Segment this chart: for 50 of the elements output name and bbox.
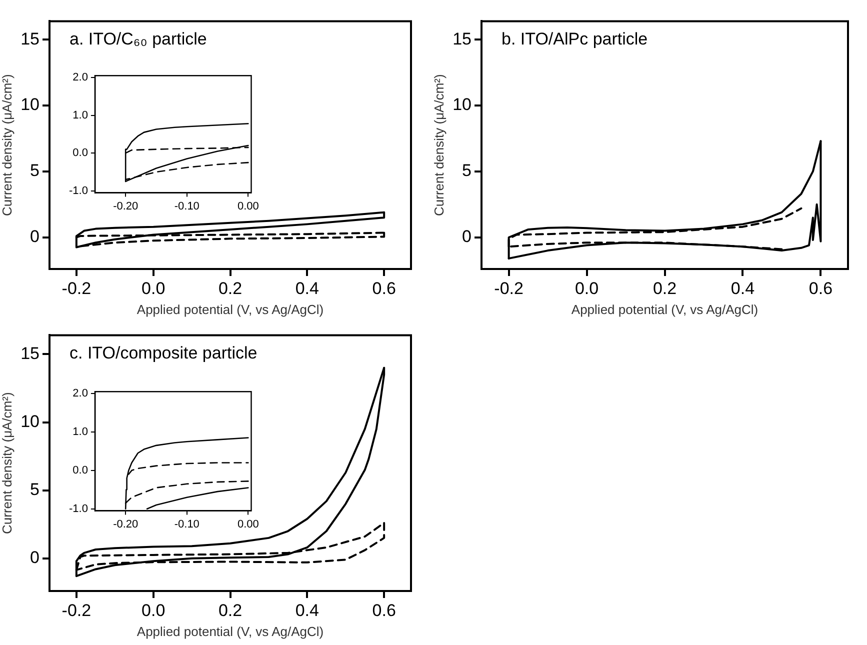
y-tick-label: 15 <box>20 344 40 363</box>
x-tick-label: -0.20 <box>113 518 138 530</box>
x-tick-label: 0.2 <box>652 278 677 298</box>
y-axis-title: Current density (μA/cm²) <box>0 392 14 534</box>
x-tick-label: -0.2 <box>62 600 92 620</box>
x-tick-label: 0.2 <box>218 278 242 298</box>
y-axis-title: Current density (μA/cm²) <box>0 74 14 216</box>
y-tick-label: -1.0 <box>68 502 88 515</box>
y-tick-label: 0 <box>30 548 40 568</box>
y-tick-label: 10 <box>20 412 40 431</box>
text: c. ITO/composite particle <box>70 343 258 362</box>
x-axis-title: Applied potential (V, vs Ag/AgCl) <box>136 624 324 639</box>
x-tick-label: 0.6 <box>808 278 833 298</box>
x-tick-label: 0.4 <box>730 278 755 298</box>
y-tick-label: 0 <box>462 227 472 246</box>
x-tick-label: 0.4 <box>295 600 319 620</box>
y-tick-label: 2.0 <box>72 388 88 400</box>
y-tick-label: 5 <box>30 161 40 180</box>
x-tick-label: -0.10 <box>174 200 200 212</box>
x-tick-label: -0.10 <box>174 518 200 530</box>
y-tick-label: 0.0 <box>72 464 88 476</box>
y-axis-title: Current density (μA/cm²) <box>431 74 446 216</box>
x-tick-label: -0.2 <box>494 278 524 298</box>
y-tick-label: 1.0 <box>72 109 88 122</box>
y-tick-label: 0 <box>30 227 40 246</box>
x-tick-label: 0.2 <box>218 600 242 620</box>
x-tick-label: 0.00 <box>237 200 259 212</box>
text: b. ITO/AlPc particle <box>502 29 648 48</box>
y-tick-label: 15 <box>20 29 40 48</box>
y-tick-label: -1.0 <box>68 184 88 197</box>
x-axis-title: Applied potential (V, vs Ag/AgCl) <box>571 302 758 317</box>
x-axis-title: Applied potential (V, vs Ag/AgCl) <box>136 302 324 317</box>
y-tick-label: 5 <box>462 161 472 180</box>
y-tick-label: 5 <box>30 480 40 499</box>
y-tick-label: 0.0 <box>72 147 88 160</box>
x-tick-label: 0.0 <box>142 600 166 620</box>
x-tick-label: 0.0 <box>142 278 166 298</box>
y-tick-label: 1.0 <box>72 426 88 438</box>
x-tick-label: 0.00 <box>237 518 259 530</box>
y-tick-label: 2.0 <box>72 72 88 84</box>
x-tick-label: -0.20 <box>113 200 138 212</box>
y-tick-label: 10 <box>452 95 472 114</box>
x-tick-label: 0.4 <box>295 278 319 298</box>
text: a. ITO/C₆₀ particle <box>70 29 207 48</box>
y-tick-label: 10 <box>20 95 40 114</box>
y-tick-label: 15 <box>452 29 472 48</box>
x-tick-label: -0.2 <box>62 278 92 298</box>
x-tick-label: 0.0 <box>574 278 599 298</box>
x-tick-label: 0.6 <box>372 600 396 620</box>
x-tick-label: 0.6 <box>372 278 396 298</box>
